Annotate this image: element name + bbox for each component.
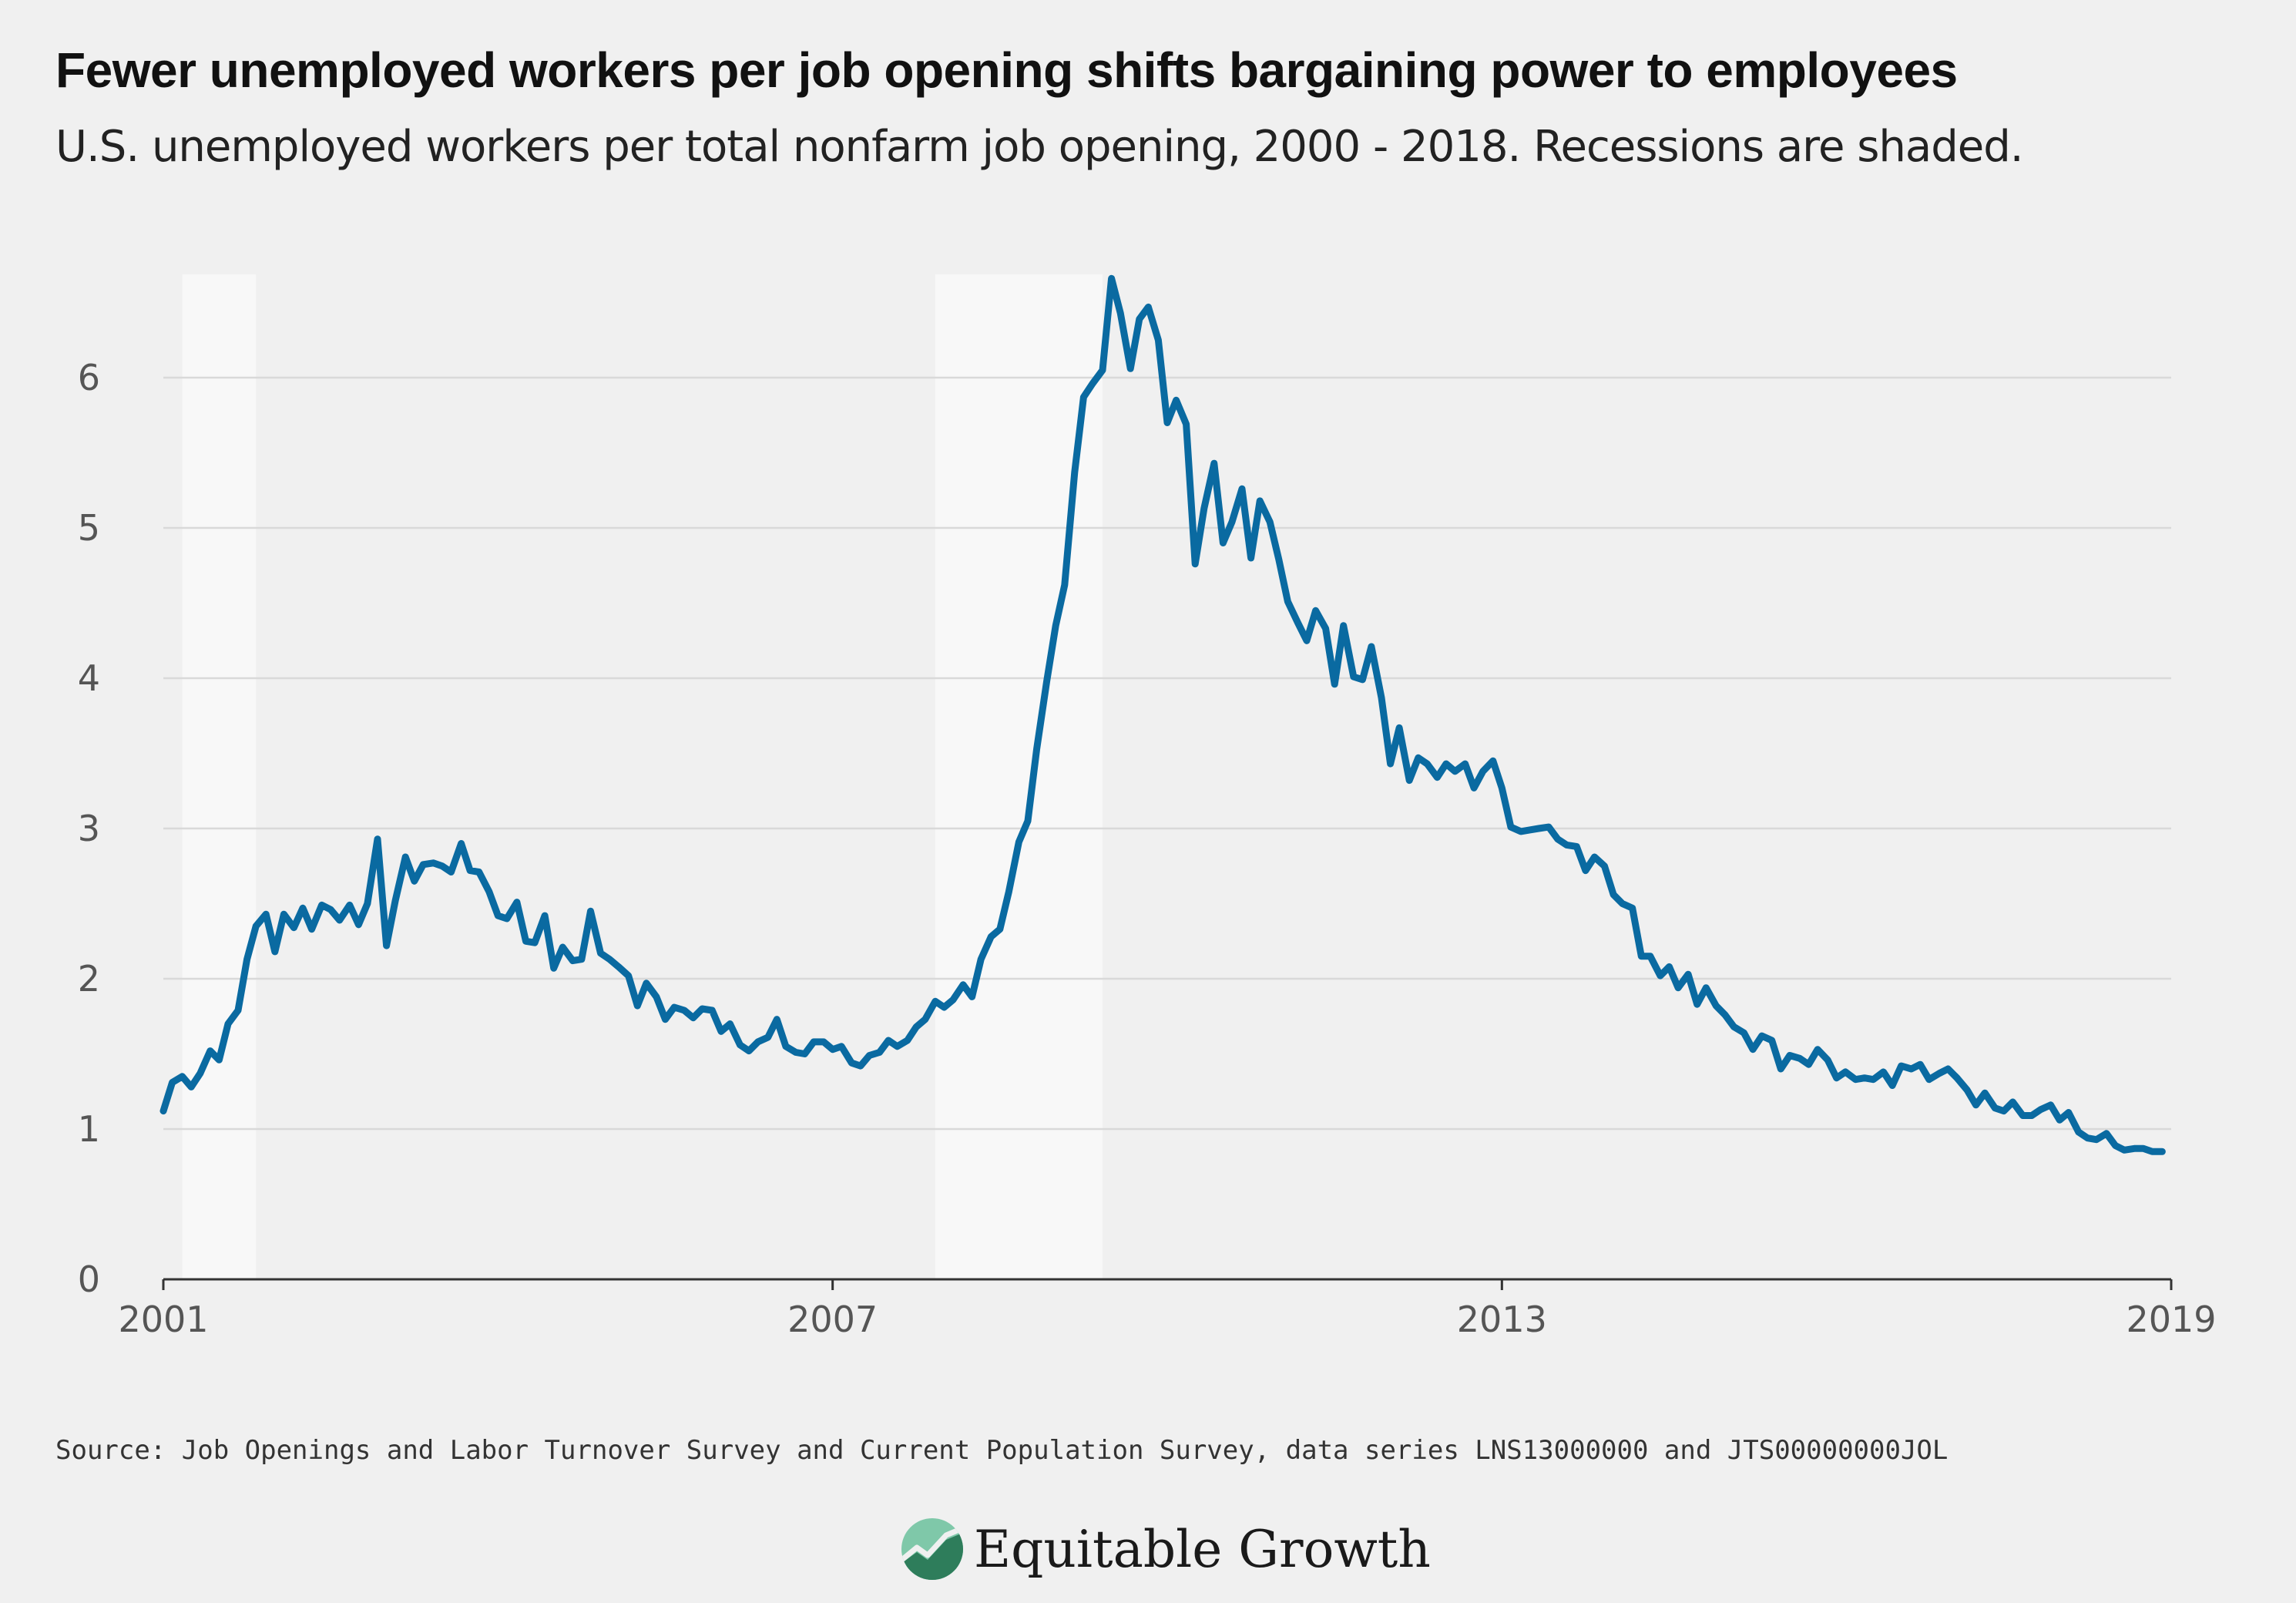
series-line-1 <box>159 274 2166 1155</box>
y-tick-label: 6 <box>78 357 100 398</box>
gridlines <box>163 376 2171 1131</box>
x-tick-label: 2013 <box>1457 1299 1547 1340</box>
y-tick-label: 1 <box>78 1108 100 1150</box>
y-tick-label: 5 <box>78 507 100 549</box>
chart-subtitle: U.S. unemployed workers per total nonfar… <box>55 122 2024 172</box>
chart-title: Fewer unemployed workers per job opening… <box>55 42 1958 98</box>
source-note: Source: Job Openings and Labor Turnover … <box>55 1435 1949 1466</box>
recession-band-2 <box>935 274 1103 1279</box>
series-layer <box>159 274 2166 1155</box>
y-tick-label: 0 <box>78 1259 100 1300</box>
x-tick-label: 2019 <box>2126 1299 2216 1340</box>
y-tick-label: 3 <box>78 808 100 849</box>
y-tick-label: 4 <box>78 657 100 699</box>
axes: 0 1 2 3 4 5 6 2001 2007 2013 2019 <box>78 357 2217 1340</box>
brand-name: Equitable Growth <box>974 1519 1431 1579</box>
x-tick-label: 2007 <box>787 1299 878 1340</box>
brand-logo: Equitable Growth <box>900 1511 1431 1588</box>
recession-band-1 <box>182 274 257 1279</box>
x-tick-label: 2001 <box>118 1299 208 1340</box>
line-chart: 0 1 2 3 4 5 6 2001 2007 2013 2019 <box>78 274 2217 1340</box>
y-tick-label: 2 <box>78 958 100 1000</box>
growth-chart-icon <box>901 1518 963 1580</box>
recession-shading-layer <box>182 274 1103 1279</box>
